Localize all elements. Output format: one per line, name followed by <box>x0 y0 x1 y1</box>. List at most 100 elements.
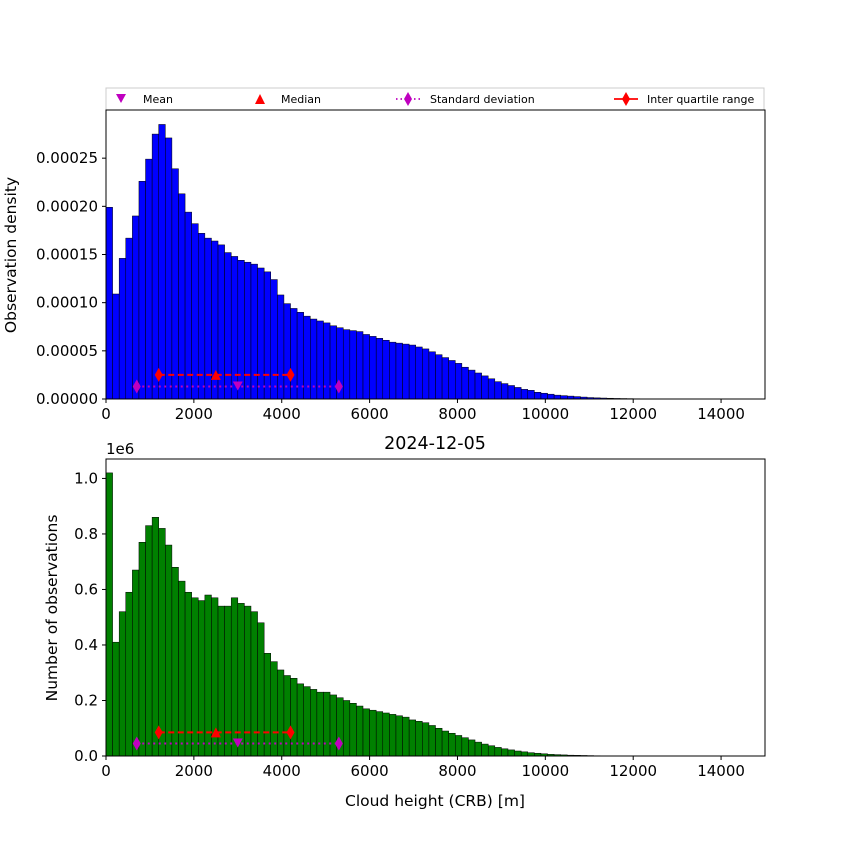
density-bar <box>290 308 298 400</box>
density-x-tick-label: 10000 <box>521 405 569 423</box>
count-bars <box>105 472 687 757</box>
count-bar <box>428 725 436 757</box>
legend-entry-inter-quartile-range: Inter quartile range <box>614 92 754 106</box>
legend-label-mean: Mean <box>143 93 173 106</box>
density-bar <box>441 357 449 400</box>
density-bar <box>481 375 489 400</box>
count-bar <box>118 611 127 757</box>
density-iqr-marker <box>154 367 163 382</box>
density-bar <box>237 260 245 400</box>
density-y-tick-label: 0.00000 <box>36 390 98 408</box>
count-x-tick-label: 4000 <box>263 762 301 780</box>
count-bar <box>165 544 173 757</box>
density-median-marker <box>210 369 221 380</box>
count-histogram: 0 2000 4000 6000 8000 10000 12000 14000 0.00.20… <box>43 434 766 810</box>
legend-entry-mean: Mean <box>116 93 173 106</box>
sd-marker-icon <box>404 92 412 106</box>
count-bar <box>481 743 489 757</box>
count-bar <box>125 591 133 757</box>
count-bar <box>402 716 410 757</box>
density-bar <box>277 294 285 400</box>
density-x-tick-label: 0 <box>101 405 111 423</box>
density-bar <box>402 343 410 400</box>
count-sd-marker <box>132 736 141 751</box>
density-bar <box>191 223 199 400</box>
count-x-axis-label: Cloud height (CRB) [m] <box>345 792 525 810</box>
count-bar <box>263 653 272 757</box>
density-bar <box>323 322 331 400</box>
count-bar <box>178 580 186 757</box>
density-bar <box>514 387 522 400</box>
count-bar <box>138 542 146 757</box>
count-bar <box>112 641 120 757</box>
density-bar <box>553 394 561 400</box>
count-statistics-markers <box>132 725 343 751</box>
density-bar <box>184 211 192 400</box>
count-y-axis-label: Number of observations <box>43 515 61 702</box>
density-x-ticks: 0 2000 4000 6000 8000 10000 12000 14000 <box>101 399 745 423</box>
density-bar <box>263 271 272 400</box>
count-x-tick-label: 8000 <box>438 762 476 780</box>
count-bar <box>151 517 159 757</box>
density-statistics-markers <box>132 367 343 394</box>
iqr-marker-icon <box>622 92 630 106</box>
density-bar <box>224 252 232 400</box>
density-bars <box>105 124 700 400</box>
count-median-marker <box>210 727 221 738</box>
density-bar <box>382 339 390 400</box>
legend-entry-standard-deviation: Standard deviation <box>396 92 535 106</box>
count-y-tick-label: 0.0 <box>74 747 98 765</box>
median-marker-icon <box>255 94 265 104</box>
count-y-tick-label: 0.2 <box>74 691 98 709</box>
count-bar <box>494 747 502 757</box>
count-bar <box>435 727 443 757</box>
density-bar <box>428 351 436 400</box>
count-x-tick-label: 14000 <box>697 762 745 780</box>
density-bar <box>171 168 179 400</box>
density-sd-marker <box>334 379 343 394</box>
density-mean-marker <box>232 381 243 391</box>
count-bar <box>448 732 456 757</box>
density-bar <box>145 158 153 400</box>
density-bar <box>448 360 456 400</box>
density-bar <box>125 237 133 400</box>
count-sd-marker <box>334 736 343 751</box>
count-x-tick-label: 6000 <box>351 762 389 780</box>
density-bar <box>158 124 166 400</box>
density-bar <box>507 385 515 400</box>
count-bar <box>487 745 496 757</box>
count-iqr-marker <box>154 725 163 740</box>
legend: Mean Median Standard deviation Inter qua… <box>105 87 765 111</box>
density-bar <box>547 393 555 400</box>
density-y-tick-label: 0.00025 <box>36 149 98 167</box>
density-bar <box>165 137 173 400</box>
density-bar <box>118 258 127 400</box>
density-bar <box>356 331 364 400</box>
density-bar <box>151 133 159 400</box>
count-bar <box>329 694 337 757</box>
density-bar <box>270 279 278 400</box>
count-mean-marker <box>232 738 243 748</box>
density-bar <box>250 263 258 400</box>
density-bar <box>494 381 502 400</box>
density-bar <box>105 207 113 400</box>
density-y-tick-label: 0.00015 <box>36 246 98 264</box>
count-bar <box>507 749 515 757</box>
density-bar <box>244 261 252 400</box>
count-bar <box>171 567 179 757</box>
density-bar <box>112 293 120 400</box>
density-y-tick-label: 0.00020 <box>36 197 98 215</box>
density-bar <box>389 341 397 400</box>
count-y-tick-label: 1.0 <box>74 469 98 487</box>
count-bar <box>270 661 278 757</box>
count-bar <box>244 605 252 757</box>
density-histogram: 0 2000 4000 6000 8000 10000 12000 14000 0.00000… <box>2 109 766 423</box>
legend-label-median: Median <box>281 93 321 106</box>
legend-label-inter-quartile-range: Inter quartile range <box>647 93 754 106</box>
count-bar <box>323 691 331 757</box>
count-x-tick-label: 2000 <box>175 762 213 780</box>
count-bar <box>461 737 469 757</box>
density-bar <box>461 366 469 400</box>
count-bar <box>217 605 225 757</box>
legend-label-standard-deviation: Standard deviation <box>430 93 535 106</box>
